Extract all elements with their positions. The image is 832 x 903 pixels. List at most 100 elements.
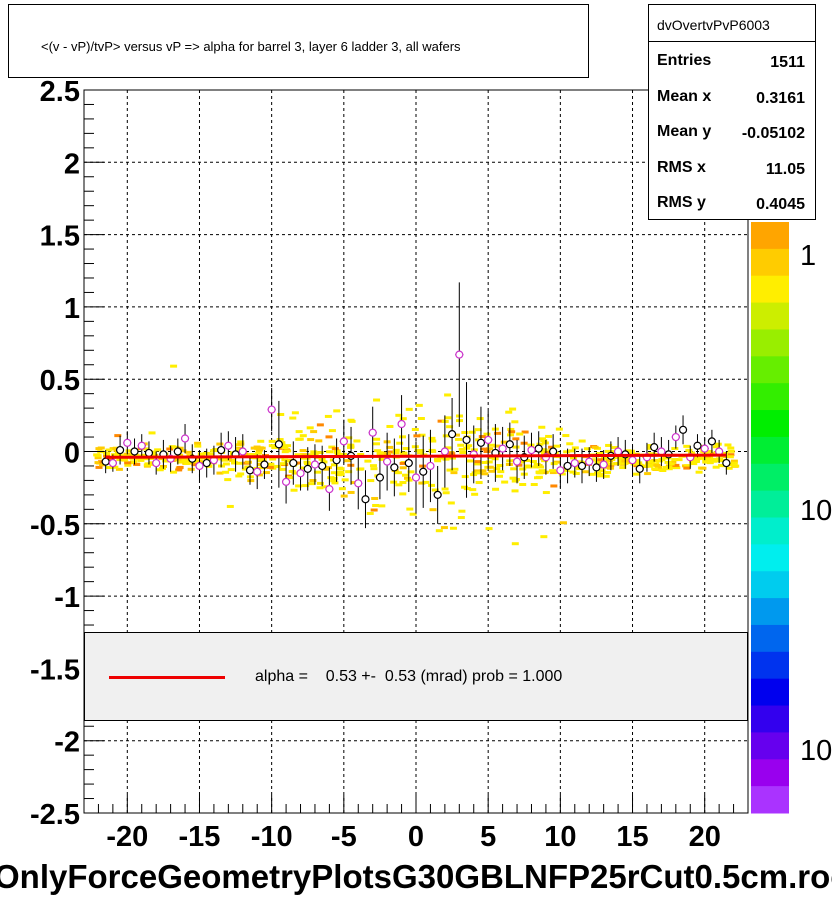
density-cell [324,414,332,418]
density-cell [418,433,426,437]
density-cell [291,471,299,475]
data-point [592,463,601,472]
data-point [390,463,399,472]
density-cell [259,458,267,462]
density-cell [378,504,386,508]
density-cell [685,448,693,452]
density-cell [545,434,553,438]
density-cell [307,438,315,442]
y-tick-label: -1.5 [30,654,80,686]
density-cell [125,449,133,453]
density-cell [501,480,509,484]
density-cell [451,467,459,471]
data-point [462,435,471,445]
density-cell [710,457,718,461]
stats-value: 11.05 [765,160,805,178]
density-cell [140,453,148,457]
density-cell [530,483,538,487]
density-cell [550,462,558,466]
stats-label: RMS x [657,158,706,176]
density-cell [376,453,384,457]
stats-label: RMS y [657,194,706,212]
density-cell [398,435,406,439]
density-cell [446,468,454,472]
density-cell [277,412,285,416]
density-cell [474,462,482,466]
colorbar-cell [751,732,789,760]
density-cell [476,417,484,421]
x-tick-label: 15 [616,821,648,853]
chart-title: <(v - vP)/tvP> versus vP => alpha for ba… [41,39,461,54]
data-point [447,430,457,439]
density-cell [540,439,548,443]
density-cell [542,491,550,495]
density-cell [536,442,544,446]
density-cell [553,444,561,448]
density-cell [518,460,526,464]
density-cell [327,476,335,480]
density-cell [604,471,612,475]
density-cell [407,470,415,474]
stats-value: 0.3161 [756,89,805,107]
data-point [318,461,327,471]
density-cell [176,453,184,457]
density-cell [302,484,310,488]
data-point [585,457,594,466]
density-cell [658,468,666,472]
density-cell [111,453,119,457]
density-cell [114,434,122,438]
data-point [397,419,406,429]
density-cell [370,508,378,512]
density-cell [667,462,675,466]
density-cell [588,472,596,476]
data-point [137,441,146,450]
x-tick-label: 0 [408,821,424,853]
density-cell [148,431,156,435]
x-tick-label: -5 [331,821,357,853]
density-cell [480,447,488,451]
density-cell [658,458,666,462]
density-cell [299,466,307,470]
data-point [505,440,514,449]
density-cell [683,444,691,448]
density-cell [236,446,244,450]
density-cell [345,436,353,440]
density-cell [512,437,520,441]
density-cell [492,487,500,491]
density-cell [353,439,361,443]
data-point [361,495,370,504]
density-cell [224,478,232,482]
density-cell [372,503,380,507]
density-cell [683,466,691,470]
density-cell [268,439,276,443]
density-cell [97,446,105,450]
density-cell [294,453,302,457]
density-cell [457,443,465,447]
colorbar-label: 10 [800,495,832,527]
density-cell [124,461,132,465]
density-cell [558,472,566,476]
density-cell [149,450,157,454]
density-cell [505,410,513,414]
density-cell [376,451,384,455]
density-cell [316,481,324,485]
density-cell [617,459,625,463]
density-cell [576,460,584,464]
density-cell [473,469,481,473]
density-cell [299,449,307,453]
density-cell [535,470,543,474]
x-tick-label: -20 [106,821,148,853]
density-cell [730,461,738,465]
density-cell [399,451,407,455]
density-cell [610,446,618,450]
density-cell [315,439,323,443]
density-cell [399,466,407,470]
data-point [628,456,637,465]
density-cell [471,471,479,475]
density-cell [533,465,541,469]
density-cell [597,458,605,462]
density-cell [541,470,549,474]
density-cell [99,463,107,467]
colorbar-cell [751,517,789,545]
density-cell [241,467,249,471]
